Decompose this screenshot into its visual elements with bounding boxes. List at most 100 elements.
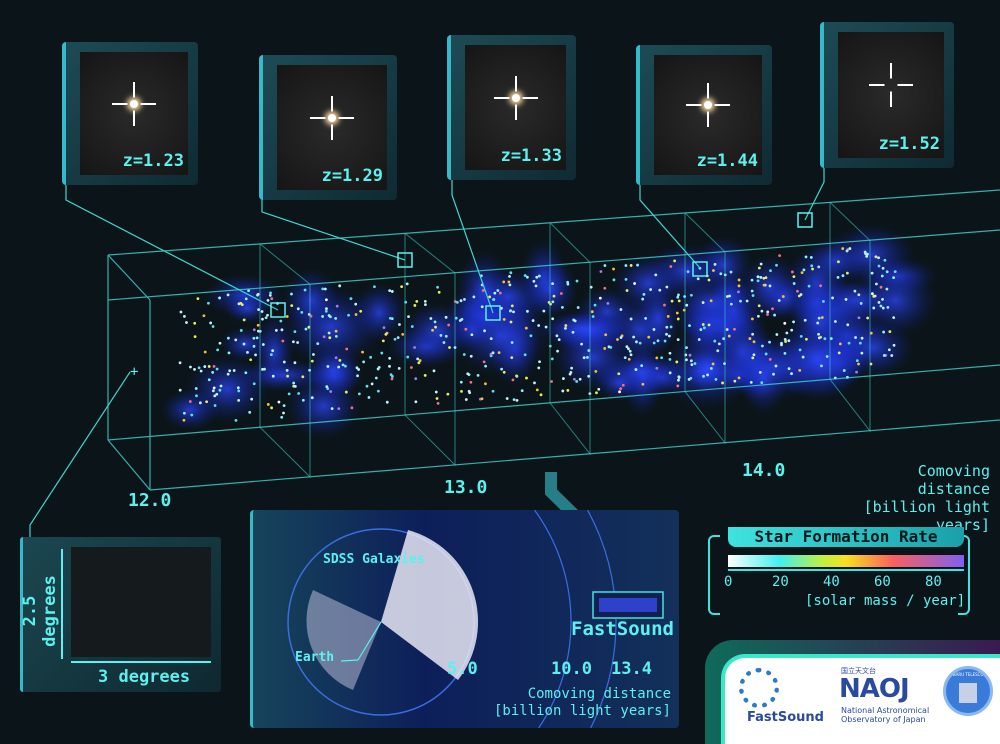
galaxy-point bbox=[677, 293, 680, 297]
galaxy-point bbox=[768, 340, 771, 344]
galaxy-point bbox=[629, 353, 633, 357]
galaxy-point bbox=[344, 390, 348, 394]
galaxy-point bbox=[625, 345, 629, 349]
galaxy-point bbox=[515, 374, 518, 378]
galaxy-point bbox=[666, 314, 670, 318]
galaxy-point bbox=[751, 294, 755, 297]
galaxy-point bbox=[261, 317, 264, 321]
galaxy-point bbox=[502, 318, 506, 321]
galaxy-point bbox=[879, 304, 883, 308]
legend-tick: 40 bbox=[823, 574, 840, 590]
galaxy-point bbox=[207, 378, 211, 382]
galaxy-point bbox=[544, 325, 548, 329]
galaxy-point bbox=[575, 380, 579, 383]
galaxy-point bbox=[211, 389, 215, 393]
galaxy-point bbox=[685, 346, 688, 350]
galaxy-point bbox=[837, 351, 841, 355]
field-image bbox=[71, 547, 211, 657]
galaxy-point bbox=[624, 277, 628, 281]
galaxy-point bbox=[321, 315, 325, 318]
galaxy-point bbox=[772, 372, 775, 376]
galaxy-point bbox=[885, 287, 889, 291]
galaxy-point bbox=[866, 316, 870, 320]
fastsound-label: FastSound bbox=[571, 618, 674, 640]
galaxy-point bbox=[790, 328, 794, 332]
galaxy-point bbox=[183, 411, 186, 415]
galaxy-point bbox=[790, 270, 794, 274]
galaxy-point bbox=[820, 316, 824, 319]
galaxy-point bbox=[334, 356, 338, 360]
galaxy-point bbox=[435, 397, 439, 400]
ring-tick-10: 10.0 bbox=[551, 659, 592, 679]
galaxy-point bbox=[677, 376, 681, 379]
galaxy-point bbox=[825, 355, 829, 358]
galaxy-point bbox=[582, 356, 586, 360]
legend-tick: 0 bbox=[724, 574, 733, 590]
galaxy-point bbox=[292, 340, 295, 344]
galaxy-point bbox=[469, 380, 473, 384]
galaxy-point bbox=[684, 358, 688, 362]
galaxy-point bbox=[640, 364, 644, 368]
galaxy-point bbox=[542, 309, 546, 313]
galaxy-point bbox=[329, 390, 333, 393]
field-of-view-panel: 2.5 degrees 3 degrees bbox=[20, 537, 221, 692]
galaxy-point bbox=[627, 357, 631, 361]
galaxy-point bbox=[491, 351, 495, 355]
galaxy-point bbox=[655, 356, 659, 360]
galaxy-point bbox=[652, 328, 656, 331]
galaxy-point bbox=[875, 282, 878, 286]
galaxy-point bbox=[699, 328, 703, 331]
galaxy-point bbox=[580, 342, 584, 346]
galaxy-point bbox=[252, 344, 256, 348]
galaxy-point bbox=[805, 337, 808, 341]
galaxy-point bbox=[670, 299, 674, 303]
galaxy-point bbox=[464, 398, 468, 401]
galaxy-point bbox=[202, 314, 206, 318]
galaxy-point bbox=[717, 342, 721, 346]
galaxy-point bbox=[799, 334, 803, 338]
galaxy-point bbox=[860, 336, 864, 340]
galaxy-point bbox=[401, 332, 405, 336]
galaxy-point bbox=[330, 407, 334, 411]
galaxy-point bbox=[197, 366, 201, 370]
galaxy-point bbox=[564, 326, 567, 330]
galaxy-point bbox=[406, 355, 410, 359]
galaxy-point bbox=[810, 264, 814, 268]
galaxy-point bbox=[697, 338, 701, 341]
galaxy-point bbox=[324, 309, 328, 313]
galaxy-point bbox=[551, 300, 555, 304]
galaxy-point bbox=[390, 377, 394, 381]
naoj-name-line2: Observatory of Japan bbox=[841, 715, 926, 724]
galaxy-point bbox=[669, 325, 673, 329]
galaxy-point bbox=[526, 309, 529, 313]
galaxy-point bbox=[783, 321, 787, 325]
galaxy-point bbox=[837, 260, 840, 264]
galaxy-point bbox=[799, 293, 803, 296]
galaxy-point bbox=[598, 296, 602, 300]
galaxy-point bbox=[781, 295, 785, 298]
galaxy-point bbox=[619, 336, 623, 339]
galaxy-point bbox=[239, 329, 243, 332]
galaxy-point bbox=[606, 301, 610, 305]
galaxy-point bbox=[627, 347, 630, 351]
galaxy-point bbox=[290, 304, 294, 307]
galaxy-point bbox=[689, 359, 693, 363]
galaxy-point bbox=[268, 294, 272, 297]
galaxy-point bbox=[537, 366, 541, 370]
galaxy-point bbox=[234, 338, 238, 342]
galaxy-point bbox=[199, 369, 203, 373]
galaxy-point bbox=[417, 361, 421, 365]
galaxy-point bbox=[264, 316, 268, 320]
galaxy-point bbox=[647, 335, 651, 339]
galaxy-point bbox=[555, 334, 559, 338]
galaxy-point bbox=[334, 329, 338, 333]
galaxy-point bbox=[792, 275, 796, 279]
distance-ring-10 bbox=[534, 510, 572, 728]
galaxy-point bbox=[393, 337, 397, 341]
galaxy-point bbox=[811, 267, 814, 271]
galaxy-point bbox=[269, 291, 272, 295]
galaxy-point bbox=[819, 284, 822, 288]
galaxy-point bbox=[470, 333, 474, 337]
galaxy-point bbox=[660, 356, 663, 360]
axis-tick-12: 12.0 bbox=[128, 490, 172, 511]
